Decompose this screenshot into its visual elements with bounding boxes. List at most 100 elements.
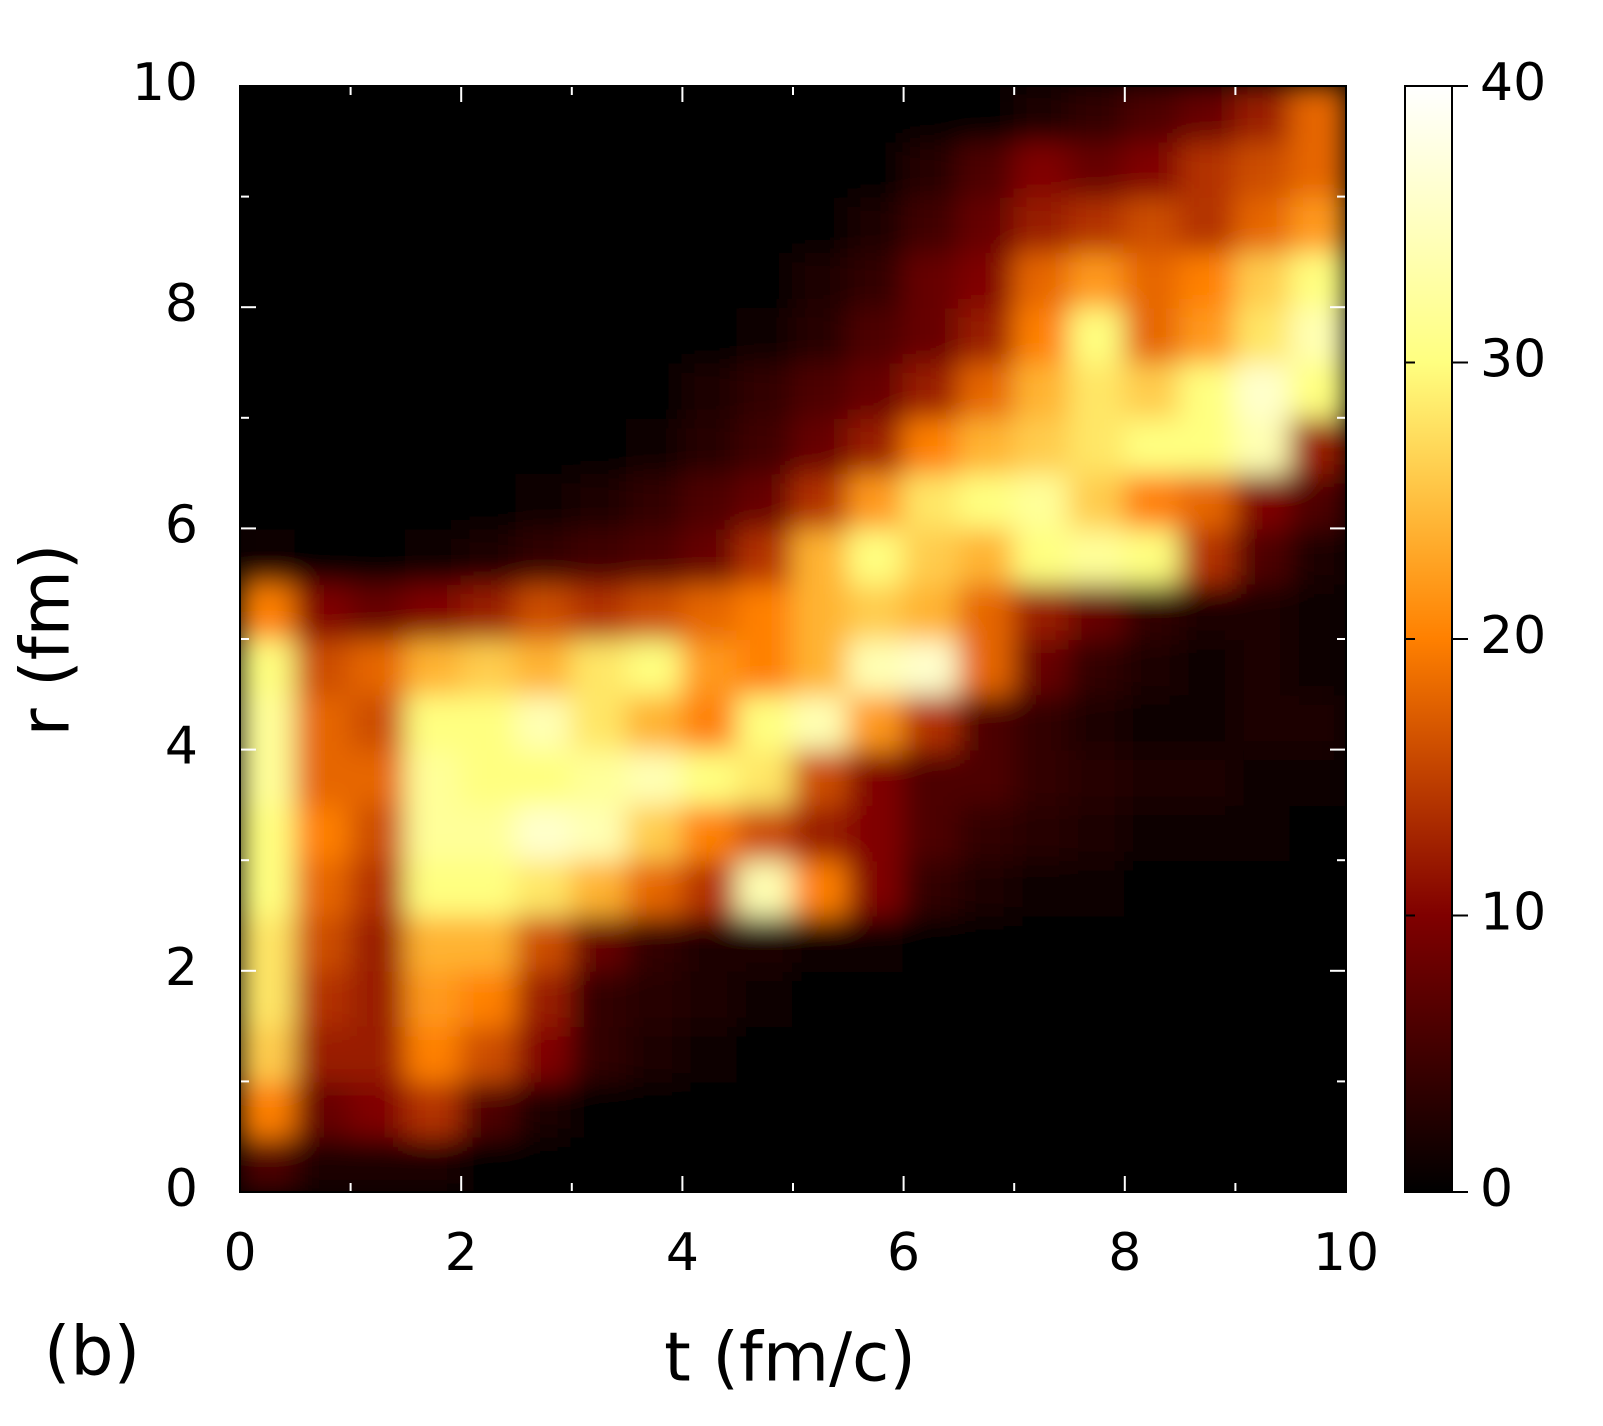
- heatmap-cell: [349, 472, 407, 530]
- heatmap-cell: [1179, 86, 1237, 143]
- colorbar-tick-label: 10: [1480, 883, 1546, 943]
- heatmap-cell: [626, 140, 684, 198]
- heatmap-cell: [1123, 748, 1182, 806]
- heatmap-cell: [294, 527, 352, 585]
- heatmap-cell: [515, 195, 573, 253]
- heatmap-cell: [626, 693, 684, 751]
- heatmap-cell: [957, 527, 1016, 585]
- heatmap-cell: [1123, 1025, 1182, 1083]
- heatmap-cell: [902, 250, 960, 309]
- heatmap-cell: [736, 86, 794, 143]
- colorbar-tick-label: 40: [1480, 53, 1546, 113]
- heatmap-cell: [570, 527, 629, 585]
- heatmap-cell: [240, 86, 297, 143]
- heatmap-cell: [240, 1025, 297, 1083]
- heatmap-cell: [902, 472, 960, 530]
- heatmap-cell: [515, 859, 573, 917]
- heatmap-cell: [1289, 582, 1346, 640]
- heatmap-cell: [626, 859, 684, 917]
- heatmap-cell: [1013, 472, 1071, 530]
- heatmap-cell: [1013, 748, 1071, 806]
- heatmap-cell: [1123, 859, 1182, 917]
- heatmap-cell: [902, 859, 960, 917]
- y-tick-label: 2: [165, 938, 198, 998]
- heatmap-cell: [294, 693, 352, 751]
- heatmap-cell: [847, 1025, 905, 1083]
- heatmap-cell: [626, 361, 684, 419]
- heatmap-cell: [847, 748, 905, 806]
- heatmap-cell: [1234, 527, 1292, 585]
- heatmap-cell: [1179, 250, 1237, 309]
- heatmap-cell: [626, 86, 684, 143]
- heatmap-cell: [349, 306, 407, 364]
- heatmap-cell: [1013, 416, 1071, 475]
- heatmap-cell: [736, 527, 794, 585]
- heatmap-cell: [1013, 361, 1071, 419]
- heatmap-cell: [1068, 638, 1126, 696]
- heatmap-cell: [460, 361, 518, 419]
- heatmap-cell: [349, 693, 407, 751]
- heatmap-cell: [626, 1080, 684, 1138]
- heatmap-cell: [1234, 195, 1292, 253]
- heatmap-cell: [570, 582, 629, 640]
- heatmap-cell: [1068, 140, 1126, 198]
- heatmap-cell: [847, 250, 905, 309]
- heatmap-cell: [736, 416, 794, 475]
- heatmap-cell: [957, 859, 1016, 917]
- heatmap-cell: [1013, 1025, 1071, 1083]
- heatmap-cell: [902, 693, 960, 751]
- heatmap-cell: [847, 527, 905, 585]
- heatmap-cell: [1234, 748, 1292, 806]
- heatmap-cell: [460, 306, 518, 364]
- heatmap-cell: [404, 969, 463, 1028]
- heatmap-cell: [626, 969, 684, 1028]
- heatmap-cell: [1013, 527, 1071, 585]
- heatmap-cell: [349, 361, 407, 419]
- heatmap-cell: [1123, 361, 1182, 419]
- heatmap-cell: [349, 1080, 407, 1138]
- heatmap-cell: [1289, 250, 1346, 309]
- heatmap-cell: [570, 195, 629, 253]
- heatmap-cell: [1289, 859, 1346, 917]
- heatmap-cell: [626, 638, 684, 696]
- heatmap-cell: [1068, 803, 1126, 862]
- heatmap-cell: [515, 86, 573, 143]
- heatmap-cell: [294, 306, 352, 364]
- heatmap-cell: [515, 306, 573, 364]
- heatmap-cell: [1234, 416, 1292, 475]
- heatmap-cell: [1179, 416, 1237, 475]
- heatmap-cell: [240, 693, 297, 751]
- heatmap-cell: [902, 1080, 960, 1138]
- heatmap-cell: [404, 361, 463, 419]
- heatmap-cell: [404, 582, 463, 640]
- heatmap-cell: [736, 859, 794, 917]
- heatmap-cell: [681, 859, 739, 917]
- heatmap-cell: [792, 416, 850, 475]
- heatmap-cell: [681, 140, 739, 198]
- heatmap-cell: [404, 250, 463, 309]
- heatmap-cell: [902, 748, 960, 806]
- heatmap-cell: [404, 86, 463, 143]
- heatmap-cell: [1013, 969, 1071, 1028]
- heatmap-cell: [570, 693, 629, 751]
- heatmap-cell: [681, 638, 739, 696]
- heatmap-cell: [681, 969, 739, 1028]
- heatmap-cell: [1013, 195, 1071, 253]
- heatmap-cell: [240, 969, 297, 1028]
- heatmap-cell: [404, 416, 463, 475]
- heatmap-cell: [1179, 803, 1237, 862]
- heatmap-cell: [1289, 748, 1346, 806]
- heatmap-cell: [957, 803, 1016, 862]
- heatmap-cell: [349, 527, 407, 585]
- heatmap-cell: [1123, 86, 1182, 143]
- heatmap-cell: [515, 582, 573, 640]
- heatmap-cell: [294, 859, 352, 917]
- heatmap-cell: [681, 361, 739, 419]
- heatmap-cell: [1289, 1025, 1346, 1083]
- heatmap-cell: [792, 914, 850, 972]
- heatmap-cell: [460, 1025, 518, 1083]
- heatmap-cell: [1068, 86, 1126, 143]
- heatmap-cell: [847, 195, 905, 253]
- heatmap-cell: [294, 86, 352, 143]
- heatmap-cell: [1123, 195, 1182, 253]
